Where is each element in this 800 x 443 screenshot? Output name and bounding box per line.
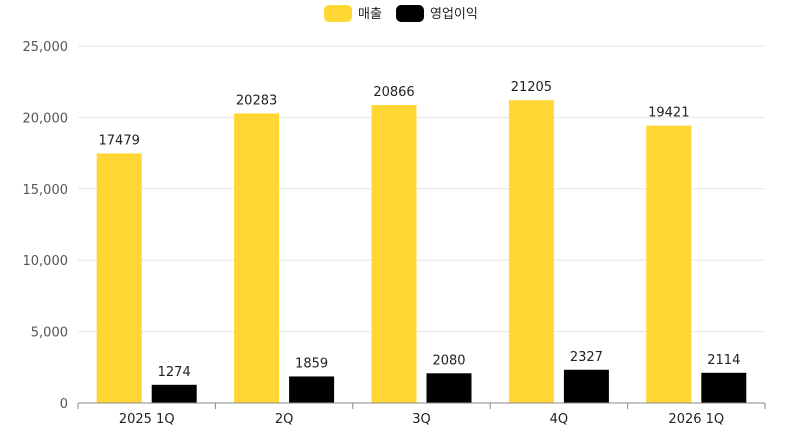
bar [701,372,747,403]
y-tick-label: 0 [60,397,68,412]
data-label: 2080 [432,353,465,368]
bar [371,105,417,404]
bars: 17479 1274 20283 1859 20866 2080 21205 2327 1942… [96,80,747,404]
bar [563,369,609,403]
bar [646,125,692,403]
x-category-label: 2026 1Q [668,412,724,427]
bar [289,376,335,403]
legend-swatch-operating-profit [396,5,424,22]
y-tick-label: 20,000 [23,111,69,126]
y-axis: 0 5,000 10,000 15,000 20,000 25,000 [23,40,69,412]
bar [234,113,280,403]
y-tick-label: 10,000 [23,254,69,269]
legend-swatch-revenue [324,5,352,22]
data-label: 19421 [648,106,689,121]
legend-label-revenue: 매출 [358,7,382,22]
x-category-label: 2025 1Q [119,412,175,427]
bar [151,384,197,403]
y-tick-label: 5,000 [31,326,68,341]
y-tick-label: 15,000 [23,183,69,198]
bar [96,153,142,403]
data-label: 17479 [99,133,140,148]
data-label: 2114 [707,353,740,368]
legend: 매출 영업이익 [324,5,478,22]
data-label: 2327 [570,350,603,365]
legend-label-operating-profit: 영업이익 [430,7,478,22]
data-label: 20866 [373,85,414,100]
data-label: 1274 [158,365,191,380]
data-label: 20283 [236,93,277,108]
x-axis: 2025 1Q 2Q 3Q 4Q 2026 1Q [77,402,766,427]
x-category-label: 2Q [275,412,294,427]
bar [508,100,554,403]
x-category-label: 3Q [412,412,431,427]
bar [426,373,472,403]
data-label: 1859 [295,356,328,371]
y-tick-label: 25,000 [23,40,69,55]
data-label: 21205 [511,80,552,95]
x-category-label: 4Q [550,412,569,427]
